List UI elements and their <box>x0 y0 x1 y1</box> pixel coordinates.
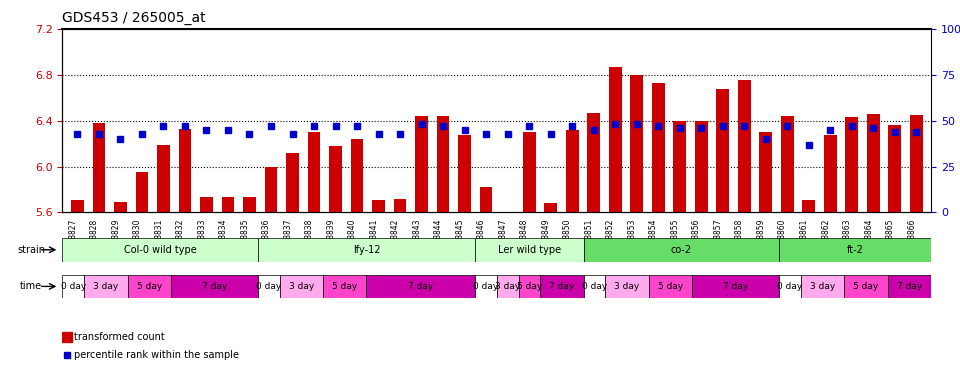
Bar <box>307 132 321 212</box>
Bar <box>888 125 901 212</box>
FancyBboxPatch shape <box>367 274 475 298</box>
Text: 7 day: 7 day <box>202 282 228 291</box>
Text: 7 day: 7 day <box>723 282 749 291</box>
Text: 7 day: 7 day <box>408 282 433 291</box>
Text: co-2: co-2 <box>671 245 692 255</box>
Bar <box>673 121 686 212</box>
Bar <box>780 116 794 212</box>
Text: 3 day: 3 day <box>810 282 835 291</box>
FancyBboxPatch shape <box>888 274 931 298</box>
FancyBboxPatch shape <box>845 274 888 298</box>
FancyBboxPatch shape <box>540 274 584 298</box>
Bar <box>243 197 256 212</box>
FancyBboxPatch shape <box>323 274 367 298</box>
Text: 5 day: 5 day <box>136 282 162 291</box>
Bar <box>716 89 729 212</box>
Bar <box>480 187 492 212</box>
Bar <box>200 197 213 212</box>
Text: 3 day: 3 day <box>93 282 118 291</box>
Bar <box>458 134 471 212</box>
FancyBboxPatch shape <box>801 274 845 298</box>
Bar <box>609 67 621 212</box>
Text: 5 day: 5 day <box>853 282 878 291</box>
Bar <box>437 116 449 212</box>
FancyBboxPatch shape <box>518 274 540 298</box>
Text: Ler wild type: Ler wild type <box>498 245 561 255</box>
Text: lfy-12: lfy-12 <box>352 245 380 255</box>
Text: 7 day: 7 day <box>897 282 923 291</box>
Bar <box>179 129 191 212</box>
FancyBboxPatch shape <box>258 238 475 262</box>
Bar <box>157 145 170 212</box>
Bar <box>845 117 858 212</box>
Text: 0 day: 0 day <box>473 282 498 291</box>
FancyBboxPatch shape <box>279 274 323 298</box>
Text: 3 day: 3 day <box>614 282 639 291</box>
FancyBboxPatch shape <box>128 274 171 298</box>
Bar <box>737 80 751 212</box>
Text: percentile rank within the sample: percentile rank within the sample <box>75 350 239 360</box>
Bar <box>415 116 428 212</box>
FancyBboxPatch shape <box>780 274 801 298</box>
FancyBboxPatch shape <box>84 274 128 298</box>
Bar <box>286 153 299 212</box>
Bar <box>222 197 234 212</box>
Text: 3 day: 3 day <box>495 282 520 291</box>
Bar <box>565 130 579 212</box>
Bar <box>501 212 514 216</box>
Text: 5 day: 5 day <box>332 282 357 291</box>
Text: Col-0 wild type: Col-0 wild type <box>124 245 197 255</box>
Text: 5 day: 5 day <box>658 282 684 291</box>
Bar <box>910 115 923 212</box>
Bar <box>265 167 277 212</box>
Text: 0 day: 0 day <box>582 282 607 291</box>
Bar <box>544 203 557 212</box>
Text: 7 day: 7 day <box>549 282 575 291</box>
FancyBboxPatch shape <box>171 274 258 298</box>
Bar <box>350 139 364 212</box>
Bar <box>394 198 406 212</box>
Bar <box>803 200 815 212</box>
Bar <box>867 114 879 212</box>
FancyBboxPatch shape <box>692 274 780 298</box>
Bar <box>92 123 106 212</box>
Text: transformed count: transformed count <box>75 332 165 343</box>
Text: time: time <box>20 281 42 291</box>
Text: ft-2: ft-2 <box>847 245 864 255</box>
Bar <box>71 200 84 212</box>
FancyBboxPatch shape <box>584 274 606 298</box>
Text: 3 day: 3 day <box>289 282 314 291</box>
Text: 0 day: 0 day <box>256 282 281 291</box>
FancyBboxPatch shape <box>258 274 279 298</box>
Text: 0 day: 0 day <box>778 282 803 291</box>
FancyBboxPatch shape <box>497 274 518 298</box>
Bar <box>588 113 600 212</box>
Text: 5 day: 5 day <box>516 282 542 291</box>
FancyBboxPatch shape <box>606 274 649 298</box>
Bar <box>759 132 772 212</box>
FancyBboxPatch shape <box>475 274 497 298</box>
FancyBboxPatch shape <box>475 238 584 262</box>
Bar <box>695 121 708 212</box>
FancyBboxPatch shape <box>780 238 931 262</box>
Bar <box>824 134 836 212</box>
Bar <box>114 202 127 212</box>
FancyBboxPatch shape <box>62 274 84 298</box>
FancyBboxPatch shape <box>584 238 780 262</box>
Text: strain: strain <box>17 245 45 255</box>
Text: 0 day: 0 day <box>60 282 85 291</box>
Bar <box>372 200 385 212</box>
Bar <box>329 146 342 212</box>
Bar <box>652 83 664 212</box>
Bar <box>135 172 149 212</box>
Bar <box>522 132 536 212</box>
Bar <box>630 75 643 212</box>
Text: GDS453 / 265005_at: GDS453 / 265005_at <box>62 11 206 25</box>
FancyBboxPatch shape <box>62 238 258 262</box>
FancyBboxPatch shape <box>649 274 692 298</box>
